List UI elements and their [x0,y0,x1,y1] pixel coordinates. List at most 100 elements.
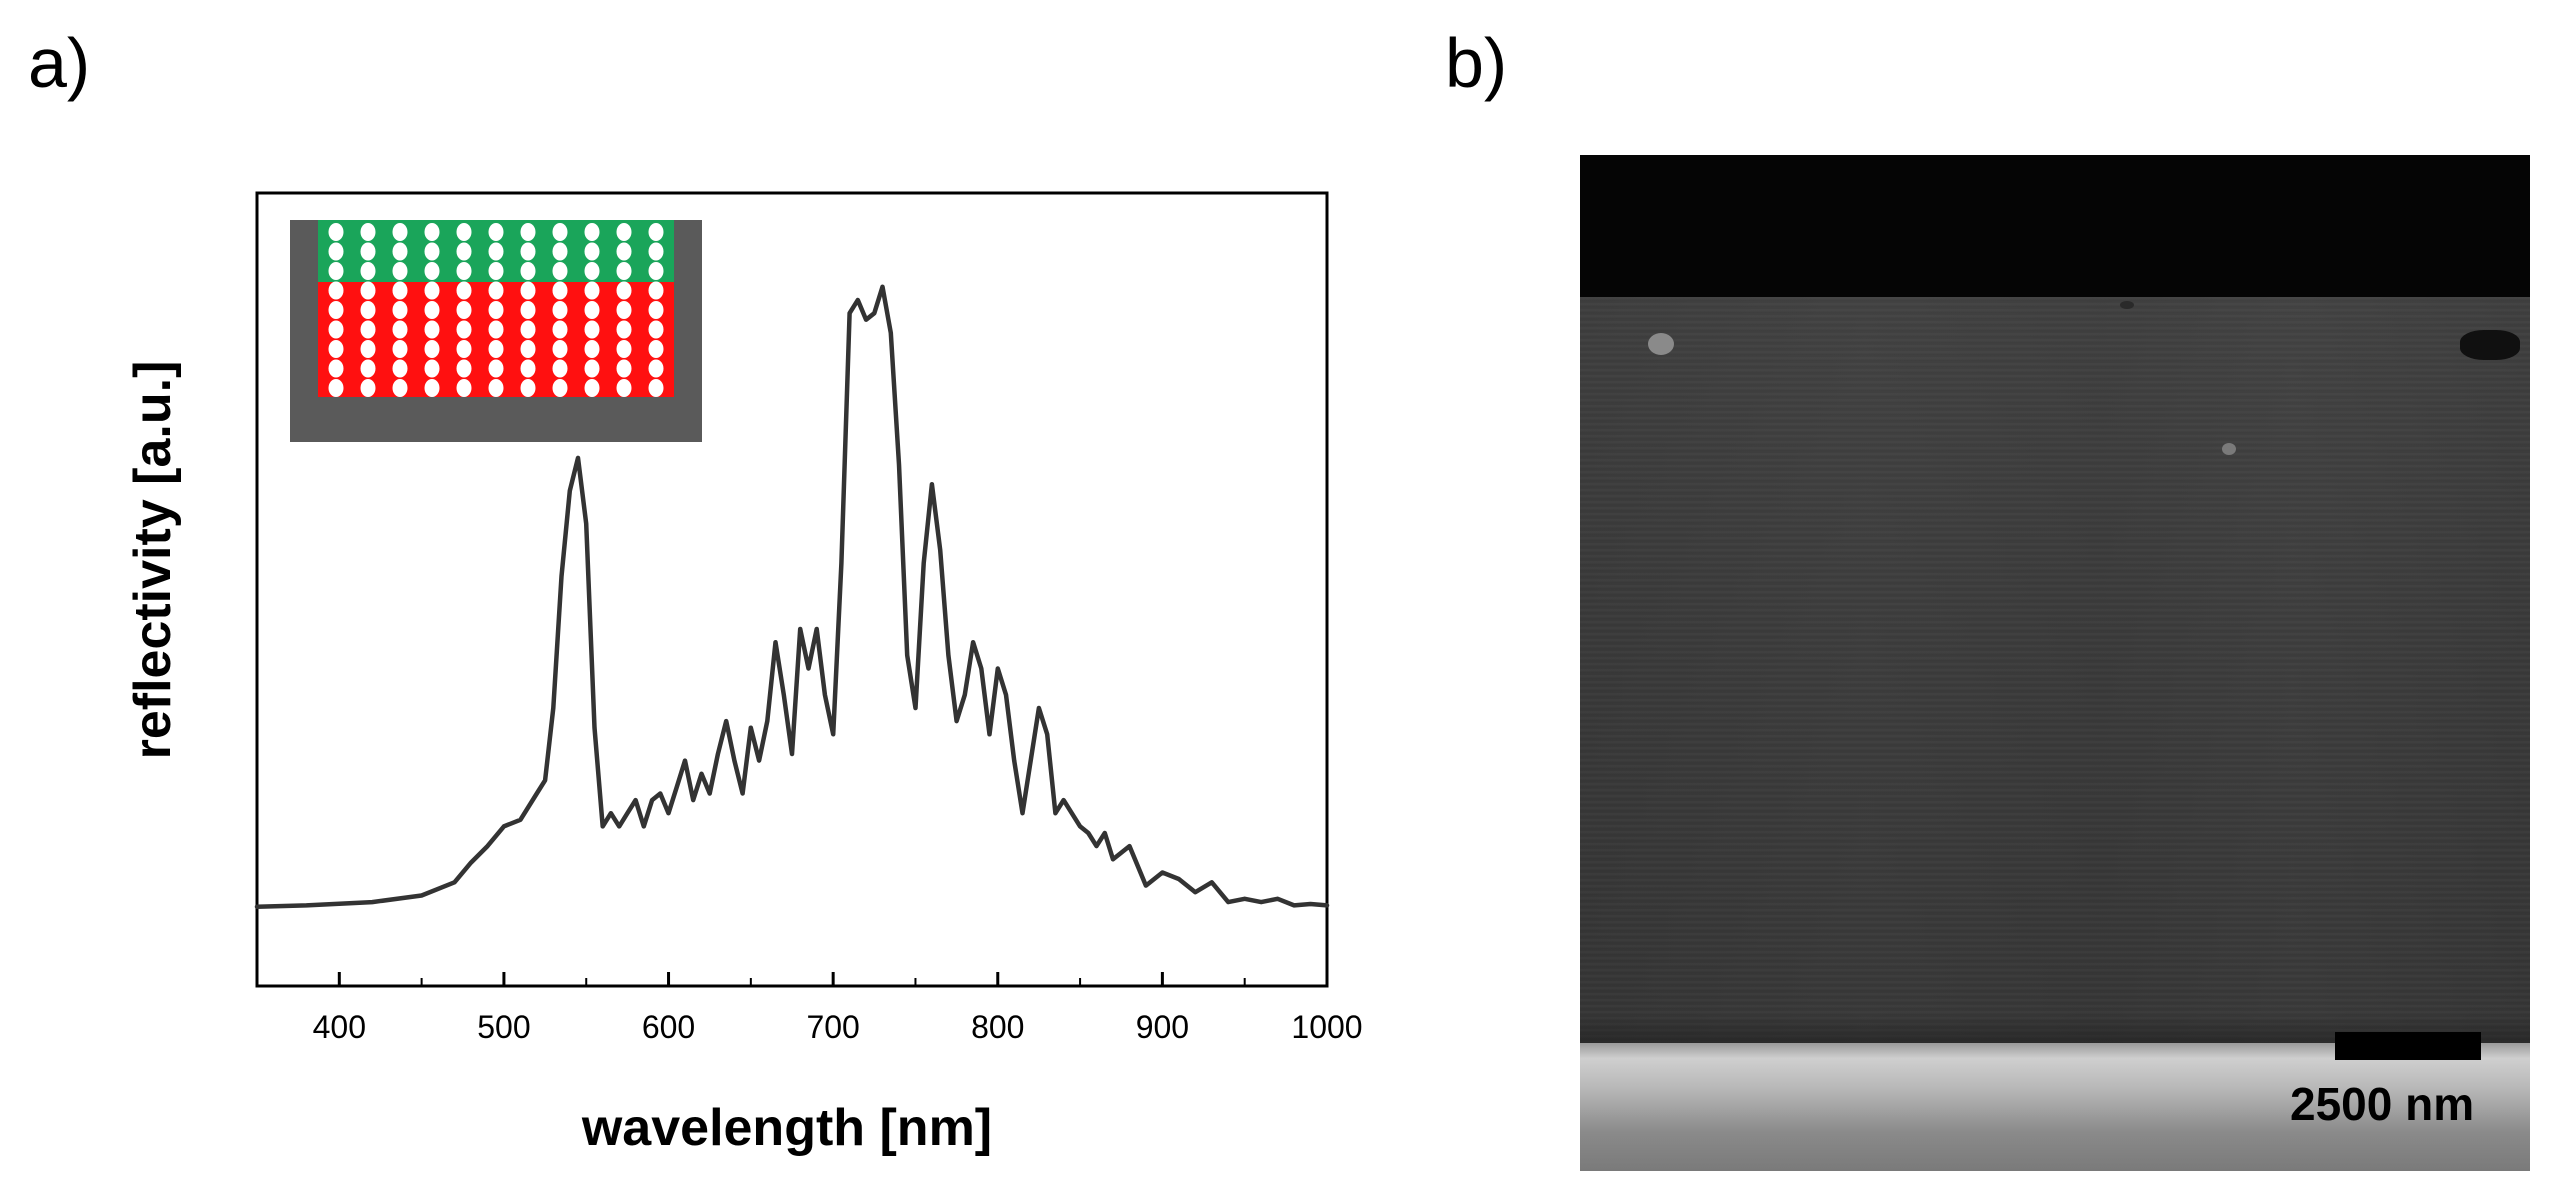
inset-sphere [552,359,568,378]
inset-sphere [456,301,472,319]
inset-sphere [360,340,376,358]
inset-sphere [488,340,504,358]
inset-sphere [616,262,632,280]
inset-sphere [328,320,344,339]
inset-sphere [424,320,440,339]
panel-label-b: b) [1445,24,1508,102]
inset-sphere [616,320,632,339]
inset-sphere [488,379,504,397]
inset-sphere [360,320,376,339]
inset-sphere [488,359,504,378]
inset-sphere [648,281,664,300]
inset-sphere [424,281,440,300]
inset-sphere [520,320,536,339]
inset-sphere [392,301,408,319]
inset-sphere [392,262,408,280]
inset-sphere [488,320,504,339]
inset-sphere [328,281,344,300]
inset-sphere [424,379,440,397]
inset-sphere [552,301,568,319]
inset-sphere [616,301,632,319]
inset-sphere [360,281,376,300]
plot-frame [255,191,1329,988]
inset-sphere [616,281,632,300]
inset-sphere [392,379,408,397]
inset-sphere [648,262,664,280]
inset-sphere [328,262,344,280]
sem-particle-spot [1648,333,1674,355]
inset-sphere [552,320,568,339]
sem-particle-spot [2120,301,2134,309]
inset-sphere [616,223,632,241]
inset-sphere [424,242,440,261]
inset-sphere [488,262,504,280]
inset-sphere [616,242,632,261]
inset-sphere [552,242,568,261]
inset-sphere [520,242,536,261]
inset-sphere [456,340,472,358]
panel-label-a: a) [28,24,91,102]
inset-sphere [584,359,600,378]
inset-sphere [456,359,472,378]
x-tick-label: 500 [477,1009,530,1045]
inset-sphere [456,379,472,397]
inset-sphere [360,262,376,280]
inset-sphere [328,340,344,358]
inset-sphere [328,223,344,241]
inset-sphere [488,281,504,300]
x-tick-label: 400 [313,1009,366,1045]
inset-sphere [616,340,632,358]
scale-bar [2335,1032,2481,1060]
inset-sphere [360,301,376,319]
inset-sphere [584,281,600,300]
sem-dark-defect [2460,330,2520,360]
inset-sphere [392,223,408,241]
inset-sphere [648,320,664,339]
sem-micrograph [1580,155,2530,1171]
inset-sphere [392,320,408,339]
inset-sphere [584,242,600,261]
inset-sphere [456,242,472,261]
inset-sphere [328,379,344,397]
inset-sphere [424,262,440,280]
inset-sphere [584,223,600,241]
reflectivity-series-line [254,284,1330,909]
inset-sphere [520,301,536,319]
x-axis-title: wavelength [nm] [581,1099,992,1157]
inset-sphere [616,359,632,378]
inset-sphere [424,340,440,358]
inset-sphere [488,223,504,241]
inset-sphere [584,301,600,319]
inset-sphere [360,242,376,261]
inset-sphere [392,359,408,378]
inset-sphere [520,281,536,300]
inset-sphere [488,242,504,261]
inset-sphere [584,340,600,358]
sem-particle-spot [2222,443,2236,455]
inset-sphere [648,340,664,358]
inset-sphere [424,223,440,241]
sem-background-dark [1580,155,2530,297]
scale-bar-label: 2500 nm [2290,1078,2475,1130]
inset-sphere [456,320,472,339]
inset-sphere [328,301,344,319]
inset-sphere [552,262,568,280]
inset-sphere [456,281,472,300]
x-tick-label: 1000 [1291,1009,1362,1045]
inset-sphere [520,359,536,378]
inset-sphere [584,262,600,280]
inset-sphere [616,379,632,397]
inset-sphere [360,359,376,378]
inset-sphere [456,262,472,280]
y-axis-title: reflectivity [a.u.] [124,361,182,760]
inset-sphere [552,379,568,397]
inset-schematic [290,220,702,442]
x-axis-ticks: 400 500 600 700 800 900 1000 [256,972,1363,1045]
inset-sphere [360,223,376,241]
inset-sphere [360,379,376,397]
inset-sphere [648,359,664,378]
inset-sphere [552,340,568,358]
inset-sphere [392,281,408,300]
inset-sphere [648,242,664,261]
